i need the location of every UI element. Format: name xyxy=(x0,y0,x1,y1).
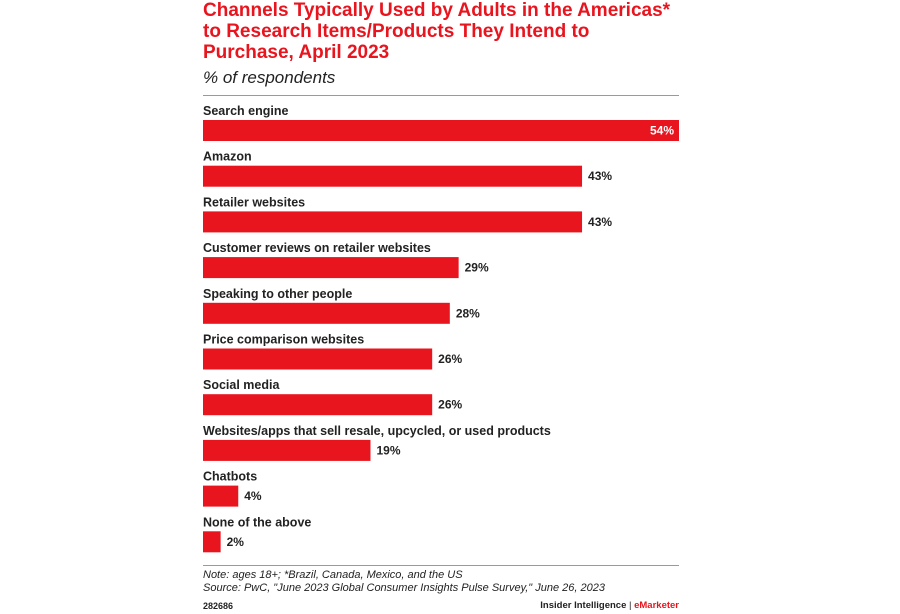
bar xyxy=(203,348,433,370)
chart-subtitle: % of respondents xyxy=(203,68,336,87)
value-label: 43% xyxy=(588,169,612,183)
value-label: 4% xyxy=(244,489,262,503)
bar xyxy=(203,531,221,553)
category-label: Customer reviews on retailer websites xyxy=(203,241,431,255)
category-label: Search engine xyxy=(203,104,288,118)
brand-insider-intelligence: Insider Intelligence xyxy=(540,600,627,611)
brand-emarketer: eMarketer xyxy=(634,600,679,611)
bar xyxy=(203,211,583,233)
category-label: Amazon xyxy=(203,150,252,164)
chart-id: 282686 xyxy=(203,601,234,611)
chart-notes: Note: ages 18+; *Brazil, Canada, Mexico,… xyxy=(203,569,605,595)
value-label: 29% xyxy=(465,261,489,275)
category-label: Price comparison websites xyxy=(203,333,364,347)
category-label: Social media xyxy=(203,378,280,392)
bar xyxy=(203,257,459,279)
brand-separator: | xyxy=(629,600,632,611)
bottom-divider xyxy=(203,565,679,566)
category-label: Speaking to other people xyxy=(203,287,352,301)
category-label: Retailer websites xyxy=(203,195,305,209)
value-label: 19% xyxy=(376,443,400,457)
value-label: 26% xyxy=(438,398,462,412)
value-label: 28% xyxy=(456,306,480,320)
category-label: Websites/apps that sell resale, upcycled… xyxy=(203,424,551,438)
note-text: Note: ages 18+; *Brazil, Canada, Mexico,… xyxy=(203,569,463,581)
value-label: 26% xyxy=(438,352,462,366)
bar xyxy=(203,485,239,507)
bar xyxy=(203,165,583,187)
chart-title: Channels Typically Used by Adults in the… xyxy=(203,0,671,63)
brand-credit: Insider Intelligence | eMarketer xyxy=(540,600,679,611)
source-text: Source: PwC, "June 2023 Global Consumer … xyxy=(203,582,605,594)
value-label: 2% xyxy=(227,535,245,549)
bar xyxy=(203,302,450,324)
bar xyxy=(203,439,371,461)
top-divider xyxy=(203,95,679,96)
value-label: 54% xyxy=(650,124,674,138)
bar xyxy=(203,394,433,416)
category-label: Chatbots xyxy=(203,470,257,484)
bar xyxy=(203,120,679,141)
value-label: 43% xyxy=(588,215,612,229)
category-label: None of the above xyxy=(203,515,311,529)
